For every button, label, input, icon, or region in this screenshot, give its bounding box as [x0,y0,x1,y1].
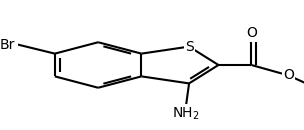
Text: S: S [185,40,193,54]
Text: O: O [283,68,294,82]
Text: NH$_2$: NH$_2$ [172,106,200,122]
Text: O: O [246,26,257,40]
Text: Br: Br [0,38,15,51]
